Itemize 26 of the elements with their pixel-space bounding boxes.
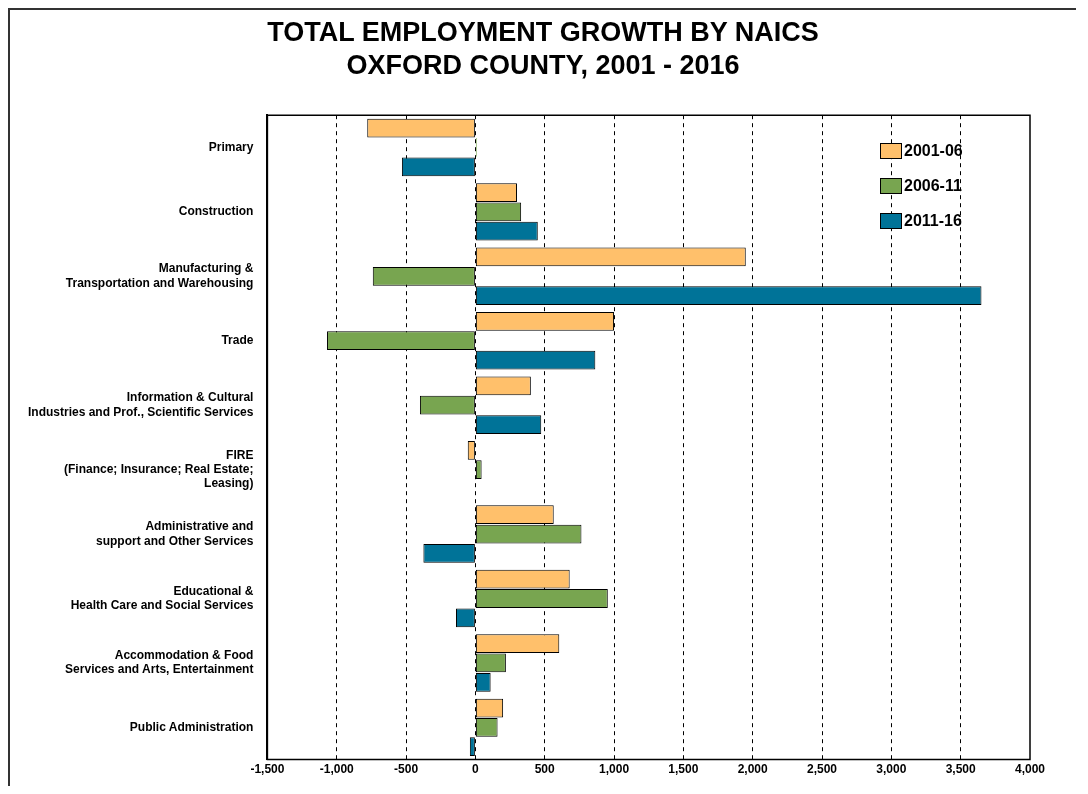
legend-label: 2006-11 <box>904 176 962 195</box>
x-tick-label: -500 <box>394 762 419 777</box>
chart-title: TOTAL EMPLOYMENT GROWTH BY NAICS OXFORD COUNTY, 2001 - 2016 <box>266 16 820 82</box>
x-tick-label: 3,000 <box>876 762 907 777</box>
y-tick-label: Construction <box>178 204 254 219</box>
legend-label: 2001-06 <box>904 141 963 160</box>
x-tick-label: 500 <box>534 762 556 777</box>
y-tick-label: Public Administration <box>129 719 254 734</box>
y-tick-label: Accommodation & Food Services and Arts, Entertainment <box>65 648 254 677</box>
y-tick-label: Administrative and support and Other Services <box>96 519 254 548</box>
y-tick-label: Educational & Health Care and Social Services <box>70 583 254 613</box>
y-tick-label: FIRE (Finance; Insurance; Real Estate; Leasing) <box>64 447 254 491</box>
y-tick-label: Manufacturing & Transportation and Warehousing <box>65 261 254 290</box>
x-tick-label: -1,500 <box>250 762 285 777</box>
x-tick-label: 0 <box>472 762 480 777</box>
y-tick-label: Information & Cultural Industries and Prof., Scientific Services <box>27 390 254 419</box>
x-tick-label: 3,500 <box>945 762 977 777</box>
x-tick-label: 1,500 <box>668 762 699 777</box>
x-tick-label: 4,000 <box>1014 762 1046 777</box>
x-tick-label: 1,000 <box>599 762 630 777</box>
y-tick-label: Primary <box>208 139 254 154</box>
y-tick-label: Trade <box>221 333 254 348</box>
legend-label: 2011-16 <box>904 211 962 230</box>
x-tick-label: -1,000 <box>319 762 355 777</box>
x-tick-label: 2,000 <box>737 762 769 777</box>
x-tick-label: 2,500 <box>807 762 838 777</box>
